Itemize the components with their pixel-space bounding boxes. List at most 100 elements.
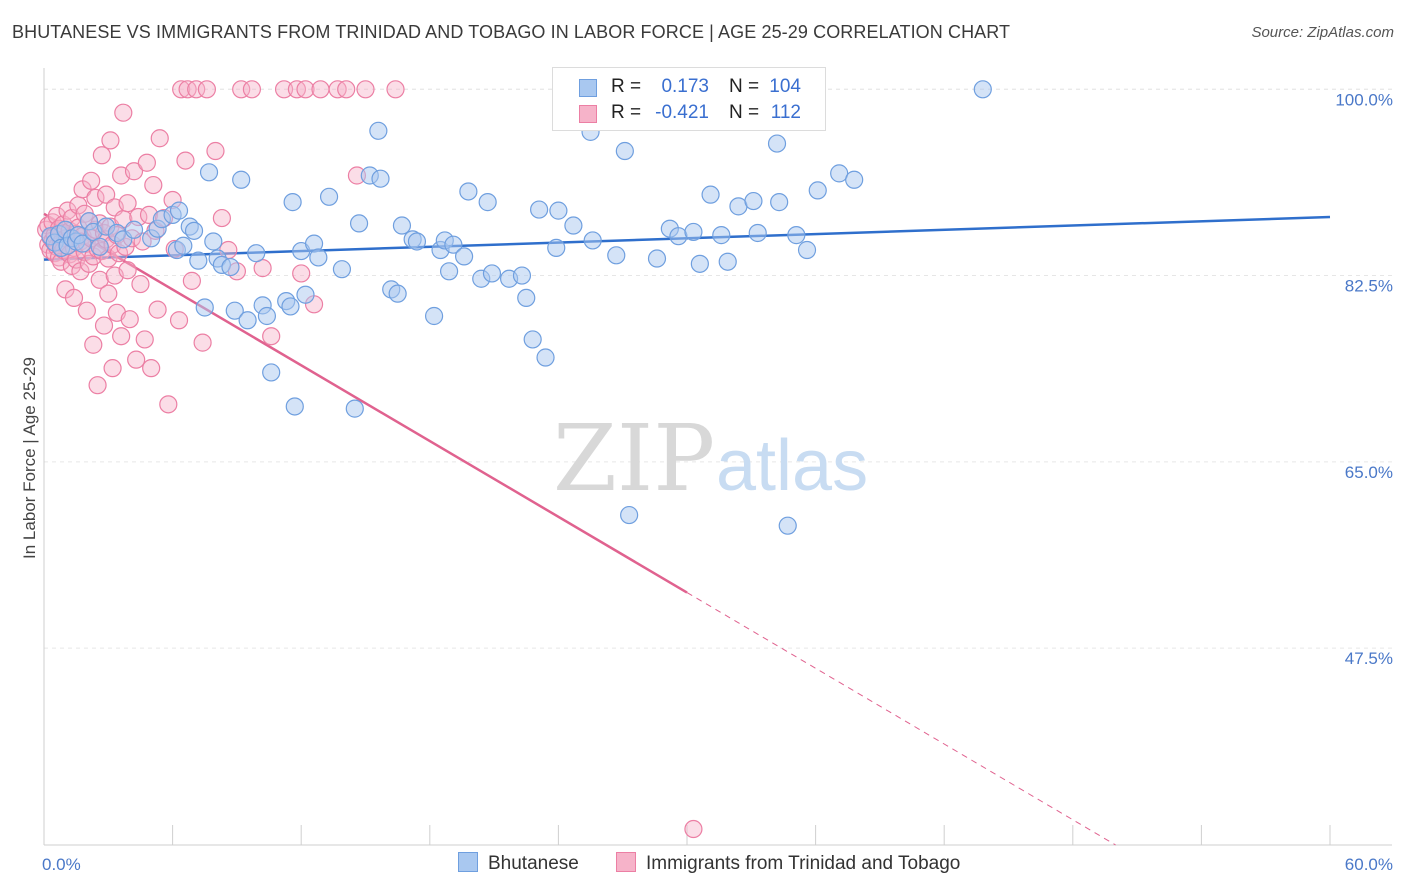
point-immigrants [159, 395, 178, 414]
y-axis-label: In Labor Force | Age 25-29 [20, 357, 39, 559]
y-tick-label: 100.0% [1335, 90, 1393, 109]
point-bhutanese [174, 236, 193, 255]
bottom-legend-label: Bhutanese [488, 853, 579, 874]
point-immigrants [150, 129, 169, 148]
point-bhutanese [281, 297, 300, 316]
y-tick-label: 82.5% [1345, 277, 1393, 296]
point-bhutanese [797, 240, 817, 260]
point-bhutanese [701, 185, 720, 204]
legend-swatch-pink [579, 105, 597, 123]
point-bhutanese [530, 200, 549, 219]
point-bhutanese [262, 363, 281, 382]
legend-n-value: 112 [770, 102, 801, 123]
point-bhutanese [169, 201, 189, 220]
point-bhutanese [620, 505, 639, 525]
point-immigrants [86, 188, 105, 207]
legend-swatch-blue [579, 79, 597, 97]
bottom-legend-immigrants: Immigrants from Trinidad and Tobago [616, 852, 960, 875]
point-immigrants [137, 153, 156, 172]
point-bhutanese [309, 248, 328, 267]
point-bhutanese [684, 222, 703, 242]
point-bhutanese [184, 221, 204, 240]
point-immigrants [193, 333, 212, 352]
point-bhutanese [195, 298, 214, 317]
point-bhutanese [583, 231, 602, 250]
series-bhutanese-points [41, 80, 992, 535]
point-bhutanese [564, 216, 583, 235]
trend-line-immigrants-solid [43, 212, 688, 594]
point-immigrants [114, 103, 133, 122]
point-immigrants [144, 175, 163, 195]
y-tick-label: 47.5% [1345, 649, 1393, 668]
legend-n-value: 104 [769, 76, 801, 97]
source-label: Source: ZipAtlas.com [1251, 24, 1394, 41]
point-immigrants [118, 261, 137, 280]
point-bhutanese [607, 246, 626, 265]
bottom-legend-swatch-blue [458, 852, 478, 872]
point-immigrants [206, 141, 225, 161]
point-bhutanese [787, 226, 806, 245]
point-bhutanese [238, 311, 257, 330]
point-immigrants [135, 330, 154, 349]
point-bhutanese [439, 262, 459, 281]
point-immigrants [131, 274, 150, 294]
point-immigrants [197, 80, 216, 99]
point-immigrants [337, 80, 356, 99]
point-bhutanese [369, 121, 388, 140]
legend-row-bhutanese: R = 0.173 N = 104 [553, 76, 825, 102]
point-bhutanese [778, 516, 797, 535]
point-bhutanese [845, 170, 864, 189]
point-bhutanese [547, 238, 566, 257]
point-immigrants [99, 284, 118, 303]
bottom-legend-bhutanese: Bhutanese [458, 852, 579, 875]
point-immigrants [187, 80, 206, 99]
watermark-zip: ZIP [553, 405, 715, 512]
point-immigrants [97, 185, 116, 204]
point-bhutanese [482, 264, 502, 283]
point-immigrants [242, 80, 262, 99]
point-immigrants [172, 80, 191, 99]
point-immigrants [356, 80, 375, 99]
point-bhutanese [204, 232, 223, 251]
point-immigrants [127, 350, 146, 369]
point-immigrants [118, 194, 137, 213]
point-bhutanese [332, 260, 352, 279]
point-bhutanese [225, 301, 244, 320]
point-bhutanese [189, 251, 208, 270]
point-bhutanese [345, 399, 364, 418]
point-bhutanese [712, 226, 731, 245]
point-immigrants [311, 80, 330, 99]
point-bhutanese [478, 193, 497, 212]
point-bhutanese [536, 348, 555, 367]
point-bhutanese [744, 191, 763, 211]
point-bhutanese [73, 234, 92, 253]
point-bhutanese [770, 193, 789, 212]
point-bhutanese [124, 220, 144, 239]
point-immigrants [94, 316, 114, 335]
point-immigrants [232, 80, 251, 99]
point-bhutanese [257, 306, 277, 326]
point-immigrants [92, 146, 111, 165]
point-bhutanese [615, 141, 634, 161]
bottom-legend-label: Immigrants from Trinidad and Tobago [646, 853, 961, 874]
point-bhutanese [407, 232, 427, 251]
legend-row-immigrants: R = -0.421 N = 112 [553, 102, 825, 128]
point-immigrants [296, 80, 315, 99]
point-bhutanese [459, 182, 478, 201]
point-immigrants [124, 162, 144, 181]
point-immigrants [77, 301, 96, 320]
stats-legend: R = 0.173 N = 104 R = -0.421 N = 112 [552, 67, 826, 131]
point-bhutanese [767, 134, 787, 153]
point-bhutanese [388, 284, 407, 303]
legend-n-label: N = [729, 76, 760, 97]
legend-r-label: R = [611, 102, 642, 123]
point-bhutanese [285, 397, 304, 416]
point-bhutanese [392, 216, 412, 235]
point-immigrants [176, 151, 195, 170]
point-immigrants [82, 171, 101, 190]
point-bhutanese [349, 214, 369, 233]
point-bhutanese [748, 223, 767, 243]
point-bhutanese [90, 237, 109, 256]
point-immigrants [64, 288, 84, 308]
